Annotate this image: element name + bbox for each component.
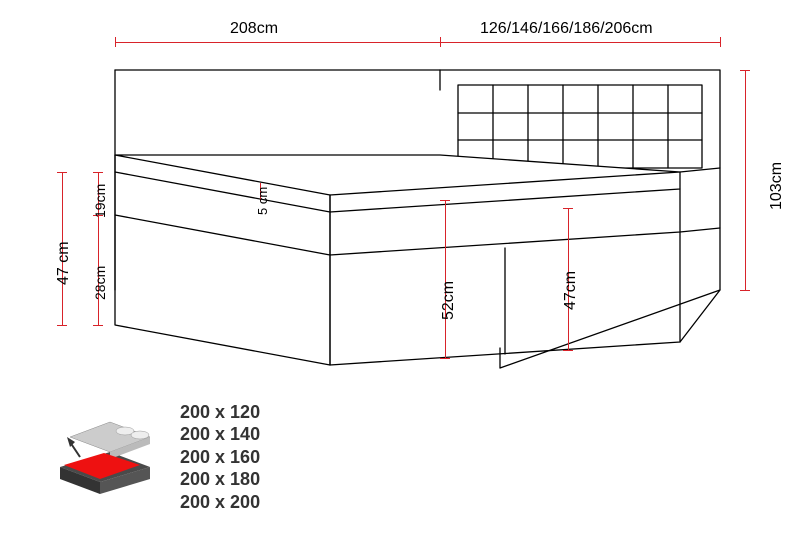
dim-height: 103cm: [768, 162, 786, 210]
diagram-stage: 208cm 126/146/166/186/206cm 103cm 47 cm …: [0, 0, 800, 533]
bed-size-icon: [50, 417, 160, 497]
dim-mattress: 19cm: [92, 184, 108, 218]
size-option: 200 x 140: [180, 423, 260, 446]
dim-front-topper: 52cm: [440, 281, 458, 320]
dim-depth: 208cm: [230, 20, 278, 38]
dim-topper: 5 cm: [255, 187, 270, 215]
size-option: 200 x 180: [180, 468, 260, 491]
dim-side-total: 47 cm: [55, 241, 73, 285]
size-list: 200 x 120 200 x 140 200 x 160 200 x 180 …: [180, 401, 260, 514]
dim-width: 126/146/166/186/206cm: [480, 20, 653, 38]
size-option: 200 x 120: [180, 401, 260, 424]
sizes-panel: 200 x 120 200 x 140 200 x 160 200 x 180 …: [50, 401, 260, 514]
dim-front-mattress: 47cm: [562, 271, 580, 310]
dim-base: 28cm: [92, 266, 108, 300]
size-option: 200 x 200: [180, 491, 260, 514]
size-option: 200 x 160: [180, 446, 260, 469]
